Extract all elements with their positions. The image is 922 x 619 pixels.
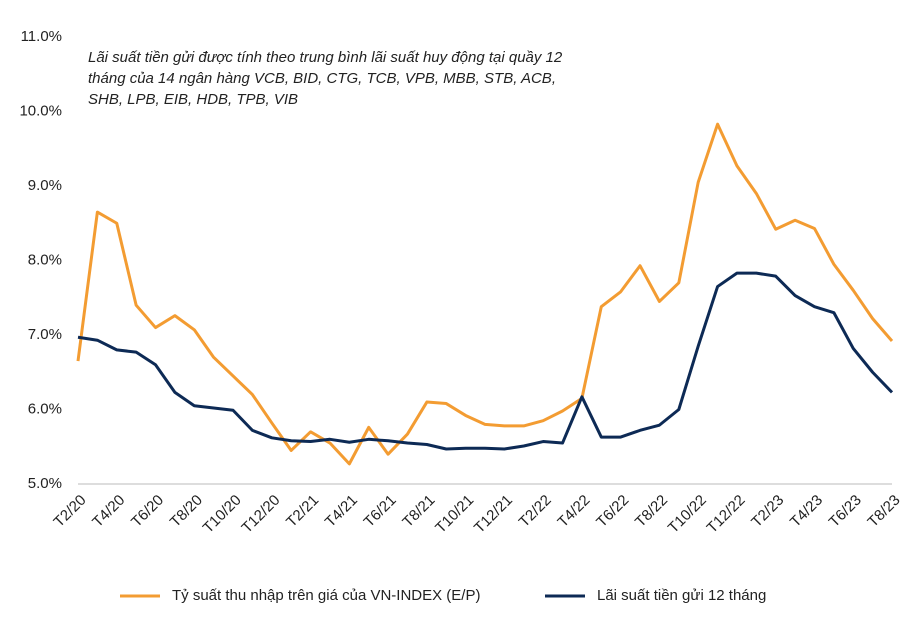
annotation: SHB, LPB, EIB, HDB, TPB, VIB <box>88 91 298 108</box>
x-tick-label: T2/22 <box>516 492 555 531</box>
x-tick-label: T4/20 <box>89 492 128 531</box>
series-line <box>77 271 894 451</box>
x-tick-label: T6/22 <box>593 492 632 531</box>
x-tick-label: T10/22 <box>665 492 710 537</box>
y-tick-label: 11.0% <box>21 28 62 45</box>
annotation: tháng của 14 ngân hàng VCB, BID, CTG, TC… <box>88 70 556 87</box>
y-tick-label: 10.0% <box>19 102 62 119</box>
x-tick-label: T2/23 <box>748 492 787 531</box>
annotation: Lãi suất tiền gửi được tính theo trung b… <box>88 49 563 66</box>
y-tick-label: 8.0% <box>28 251 62 268</box>
legend-label: Lãi suất tiền gửi 12 tháng <box>597 587 766 604</box>
x-tick-label: T6/23 <box>826 492 865 531</box>
x-tick-label: T2/21 <box>283 492 322 531</box>
x-tick-label: T12/22 <box>704 492 749 537</box>
legend-label: Tỷ suất thu nhập trên giá của VN-INDEX (… <box>172 587 480 604</box>
x-tick-label: T8/23 <box>864 492 903 531</box>
x-tick-label: T12/20 <box>238 492 283 537</box>
x-tick-label: T10/21 <box>432 492 477 537</box>
x-tick-label: T6/20 <box>128 492 167 531</box>
x-tick-label: T6/21 <box>361 492 400 531</box>
x-tick-label: T4/21 <box>322 492 361 531</box>
y-tick-label: 9.0% <box>28 177 62 194</box>
x-tick-label: T4/22 <box>554 492 593 531</box>
x-tick-label: T10/20 <box>200 492 245 537</box>
y-tick-label: 6.0% <box>28 400 62 417</box>
y-tick-label: 7.0% <box>28 326 62 343</box>
x-tick-label: T12/21 <box>471 492 516 537</box>
x-tick-label: T2/20 <box>50 492 89 531</box>
x-tick-label: T4/23 <box>787 492 826 531</box>
y-tick-label: 5.0% <box>28 475 62 492</box>
series-line <box>76 122 894 466</box>
